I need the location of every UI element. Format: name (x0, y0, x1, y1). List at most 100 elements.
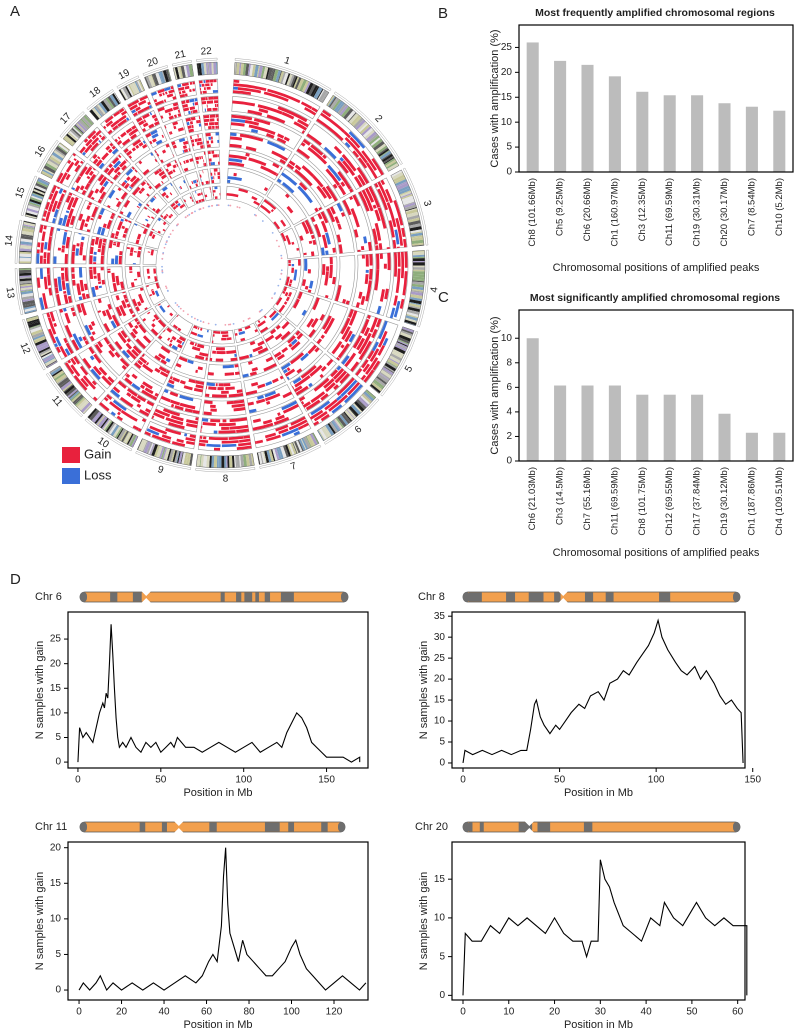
cn-segment (160, 359, 167, 365)
ideogram-band (178, 451, 183, 464)
track-outline (127, 222, 149, 246)
track-outline (102, 184, 129, 213)
cn-segment (172, 324, 178, 330)
cn-segment (141, 389, 154, 399)
ideogram-band (370, 137, 381, 147)
cn-segment (178, 356, 188, 363)
ideogram-band (122, 86, 131, 99)
ideogram-band (362, 393, 373, 403)
cn-segment (144, 180, 148, 183)
cn-segment (250, 128, 259, 134)
cn-segment (232, 90, 252, 95)
cn-segment (89, 355, 95, 361)
cn-segment (203, 141, 204, 145)
track-outline (262, 318, 296, 350)
cn-segment (297, 185, 313, 204)
cn-segment (136, 403, 142, 408)
track-outline (341, 193, 373, 253)
cn-segment (111, 145, 116, 150)
ideogram-band (267, 67, 273, 81)
cn-segment (119, 160, 127, 168)
cn-segment (185, 99, 190, 104)
cn-segment (89, 246, 94, 255)
ideogram-band (197, 454, 201, 467)
cn-segment (86, 205, 91, 210)
cn-segment (214, 103, 217, 108)
ideogram-band (165, 448, 171, 461)
ideogram-band (381, 153, 394, 163)
cn-segment (46, 252, 51, 264)
ideogram-band (95, 105, 105, 116)
cn-segment (203, 436, 207, 440)
cn-segment (132, 177, 141, 185)
cn-segment (301, 165, 315, 178)
cn-segment (300, 352, 310, 362)
ideogram-band (412, 273, 425, 278)
cn-segment (48, 196, 53, 200)
ideogram-band (329, 97, 338, 109)
cn-segment (153, 412, 165, 420)
cn-segment (221, 440, 239, 444)
cn-segment (39, 224, 44, 233)
track-outline (240, 352, 278, 379)
cn-segment (199, 156, 202, 160)
track-outline (70, 266, 91, 302)
cn-segment (230, 132, 237, 137)
cn-segment (189, 121, 194, 125)
ideogram-band (282, 445, 289, 458)
cn-segment (172, 102, 179, 107)
cn-segment (154, 392, 159, 397)
cn-segment (395, 268, 401, 294)
inner-dot (232, 322, 235, 325)
cn-segment (190, 116, 196, 121)
y-tick-label: 4 (506, 407, 512, 418)
cn-segment (256, 439, 264, 444)
ideogram-band (32, 190, 45, 197)
cn-segment (111, 314, 120, 327)
ideogram-band (29, 200, 41, 206)
cn-segment (142, 381, 153, 390)
cn-segment (97, 156, 101, 160)
ideogram-band (340, 413, 351, 424)
ideogram-band (29, 325, 42, 331)
cn-segment (95, 131, 101, 137)
ideogram-band (23, 302, 35, 307)
cn-segment (41, 218, 46, 221)
cn-segment (43, 276, 48, 290)
cn-segment (168, 343, 173, 347)
cn-segment (39, 268, 44, 280)
track-outline (189, 133, 205, 151)
cn-segment (142, 168, 150, 176)
cn-segment (185, 117, 191, 122)
cn-segment (81, 293, 86, 300)
inner-dot (184, 216, 187, 219)
cn-segment (242, 373, 249, 378)
tick-ring (45, 372, 83, 418)
x-tick-label: Ch20 (30.17Mb) (719, 178, 730, 247)
ideogram-band (343, 108, 354, 120)
ideogram-band (118, 89, 127, 101)
cn-segment (179, 380, 186, 385)
cn-segment (187, 140, 189, 144)
ideogram-band (46, 361, 58, 369)
cn-segment (199, 84, 202, 87)
ideogram-band (317, 89, 325, 101)
inner-dot (248, 317, 251, 320)
ideogram-band (38, 177, 50, 184)
cn-segment (172, 144, 177, 149)
track-outline (326, 308, 366, 362)
cn-segment (81, 236, 85, 241)
ideogram-band (183, 65, 188, 78)
cn-segment (184, 433, 188, 437)
ideogram-band (137, 438, 144, 451)
cn-segment (213, 176, 215, 180)
track-outline (211, 185, 221, 200)
ideogram-band (256, 65, 261, 78)
cn-segment (135, 239, 140, 245)
ideogram-band (379, 372, 390, 381)
ideogram-band (336, 102, 345, 113)
cn-segment (172, 106, 179, 111)
inner-dot (238, 206, 241, 209)
ideogram-band (189, 453, 194, 466)
